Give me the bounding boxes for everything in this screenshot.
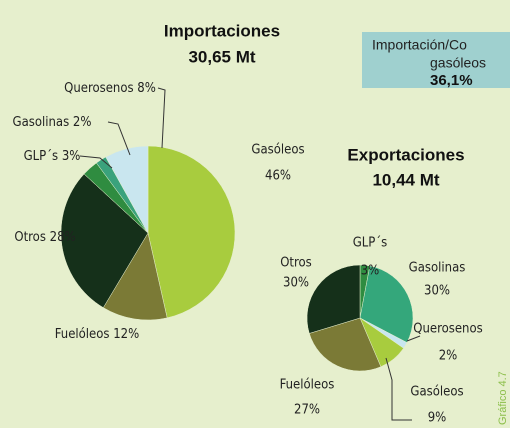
value-label: 8% [137, 81, 156, 96]
leader-line [406, 335, 421, 342]
annotation-text: Importación/Co [372, 37, 467, 53]
leader-line [107, 121, 131, 156]
pie-slice [147, 145, 236, 319]
category-label: Gasolinas [409, 261, 466, 276]
leader-line [385, 357, 412, 421]
chart-subtitle: 10,44 Mt [372, 170, 439, 189]
slice-label: Otros 28% [14, 230, 75, 245]
category-label: Gasolinas [13, 115, 70, 130]
chart-title: Exportaciones [347, 145, 464, 164]
figure-label: Gráfico 4.7 [497, 371, 509, 425]
pie-slice [359, 265, 414, 343]
category-label: Fuelóleos [280, 378, 335, 393]
value-label: 3% [62, 149, 81, 164]
category-label: Querosenos [413, 322, 482, 337]
slice-label: Querosenos 8% [64, 81, 156, 96]
slice-label: Gasolinas 2% [13, 115, 92, 130]
value-label: 28% [50, 230, 76, 245]
annotation-box [362, 32, 510, 88]
category-label: GLP´s [353, 236, 388, 251]
category-label: Gasóleos [251, 143, 304, 158]
chart-subtitle: 30,65 Mt [188, 47, 255, 66]
leader-line [157, 87, 166, 149]
value-label: 46% [265, 169, 291, 184]
value-label: 2% [439, 349, 458, 364]
category-label: Gasóleos [410, 385, 463, 400]
slice-label: GLP´s 3% [24, 149, 81, 164]
category-label: Querosenos [64, 81, 133, 96]
pie-slice [308, 317, 382, 372]
value-label: 30% [424, 284, 450, 299]
category-label: Otros [14, 230, 46, 245]
value-label: 12% [113, 327, 139, 342]
value-label: 27% [294, 403, 320, 418]
leader-line [79, 155, 113, 169]
value-label: 3% [361, 264, 380, 279]
annotation-text: gasóleos [430, 55, 486, 71]
value-label: 30% [283, 276, 309, 291]
pie-slice [102, 232, 168, 321]
category-label: GLP´s [24, 149, 59, 164]
slice-label: Fuelóleos 12% [55, 327, 139, 342]
pie-slice [306, 264, 361, 334]
category-label: Fuelóleos [55, 327, 110, 342]
value-label: 9% [428, 411, 447, 426]
value-label: 2% [73, 115, 92, 130]
pie-slice [105, 145, 149, 234]
category-label: Otros [280, 256, 312, 271]
pie-slice [60, 173, 149, 308]
chart-title: Importaciones [164, 21, 280, 40]
annotation-text: 36,1% [430, 72, 473, 89]
